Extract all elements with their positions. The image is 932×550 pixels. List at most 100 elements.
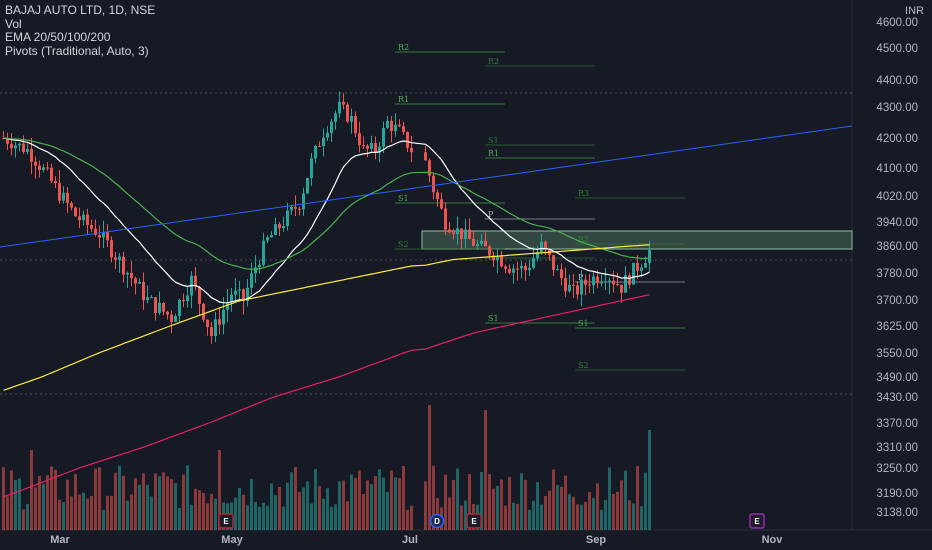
candle-body	[150, 297, 153, 299]
volume-bar	[174, 483, 177, 530]
candle-body	[106, 231, 109, 241]
price-tick-label: 3190.00	[876, 488, 918, 500]
candle-body	[350, 115, 353, 122]
volume-bar	[318, 486, 321, 530]
candle-body	[536, 251, 539, 259]
candle-body	[98, 234, 101, 238]
volume-bar	[210, 493, 213, 530]
candle-body	[580, 279, 583, 295]
volume-bar	[2, 467, 5, 530]
dividend-icon	[429, 513, 445, 529]
candle-body	[90, 225, 93, 229]
volume-bar	[334, 504, 337, 530]
candle-body	[54, 181, 57, 184]
candle-body	[254, 267, 257, 274]
volume-bar	[166, 476, 169, 530]
volume-bar	[644, 472, 647, 530]
volume-bar	[508, 477, 511, 530]
event-marker[interactable]: E	[218, 513, 234, 529]
volume-bar	[282, 506, 285, 530]
candle-body	[30, 149, 33, 162]
legend-pivots[interactable]: Pivots (Traditional, Auto, 3)	[5, 43, 149, 58]
pivot-label: P	[488, 210, 494, 219]
volume-bar	[158, 476, 161, 530]
volume-bar	[532, 500, 535, 530]
ema20-line	[3, 137, 650, 304]
candle-body	[322, 137, 325, 147]
candle-body	[480, 240, 483, 245]
event-marker[interactable]: D	[429, 513, 445, 529]
price-axis: 4600.00 4500.00 4400.00 4300.00 4200.00 4100.…	[876, 17, 918, 519]
candle-body	[178, 299, 181, 317]
volume-bar	[374, 476, 377, 530]
candle-body	[114, 257, 117, 260]
event-marker[interactable]: E	[466, 513, 482, 529]
pivot-label: S1	[578, 319, 589, 328]
volume-bar	[162, 472, 165, 530]
candlesticks	[2, 91, 651, 344]
legend-symbol[interactable]: BAJAJ AUTO LTD, 1D, NSE	[5, 3, 156, 17]
candle-body	[282, 226, 285, 229]
candle-body	[166, 311, 169, 315]
volume-bar	[636, 466, 639, 530]
volume-bar	[620, 480, 623, 530]
candle-body	[468, 229, 471, 239]
candle-body	[138, 282, 141, 284]
price-tick-label: 4400.00	[876, 75, 918, 87]
volume-bar	[54, 469, 57, 530]
event-marker-label: E	[754, 517, 760, 526]
volume-bar	[110, 495, 113, 530]
candle-body	[70, 202, 73, 208]
candle-body	[238, 289, 241, 291]
candle-body	[262, 240, 265, 265]
volume-bar	[346, 501, 349, 530]
candle-body	[146, 297, 149, 301]
volume-bar	[556, 485, 559, 530]
candle-body	[46, 167, 49, 169]
candle-body	[174, 316, 177, 323]
volume-bar	[382, 477, 385, 530]
candle-body	[386, 120, 389, 129]
volume-bar	[250, 479, 253, 530]
candle-body	[370, 143, 373, 149]
volume-bar	[298, 491, 301, 530]
volume-bar	[624, 470, 627, 530]
legend-volume[interactable]: Vol	[5, 16, 22, 31]
pivot-label: S1	[488, 314, 499, 323]
volume-bar	[178, 508, 181, 530]
volume-bar	[82, 492, 85, 530]
candle-body	[616, 284, 619, 286]
volume-bar	[74, 474, 77, 530]
volume-bar	[520, 473, 523, 530]
candle-body	[588, 284, 591, 286]
price-tick-label: 4200.00	[876, 133, 918, 145]
candle-body	[142, 282, 145, 301]
event-marker[interactable]: E	[749, 513, 765, 529]
candle-body	[604, 281, 607, 283]
candle-body	[318, 145, 321, 147]
candle-body	[564, 278, 567, 292]
ema-lines	[3, 137, 650, 498]
candle-body	[440, 199, 443, 209]
candle-body	[266, 237, 269, 241]
legend-ema[interactable]: EMA 20/50/100/200	[5, 30, 111, 44]
volume-bar	[190, 504, 193, 530]
candle-body	[346, 104, 349, 122]
volume-bar	[270, 483, 273, 530]
candle-body	[464, 229, 467, 239]
volume-bar	[386, 492, 389, 530]
volume-bar	[428, 405, 431, 530]
pivot-label: R2	[488, 57, 499, 66]
price-tick-label: 3138.00	[876, 507, 918, 519]
volume-bar	[544, 496, 547, 530]
candle-body	[552, 255, 555, 270]
volume-bar	[580, 504, 583, 530]
volume-bars	[2, 405, 651, 530]
volume-bar	[326, 488, 329, 530]
month-label: Mar	[50, 534, 70, 546]
volume-bar	[378, 469, 381, 530]
candle-body	[390, 120, 393, 132]
candle-body	[62, 192, 65, 201]
